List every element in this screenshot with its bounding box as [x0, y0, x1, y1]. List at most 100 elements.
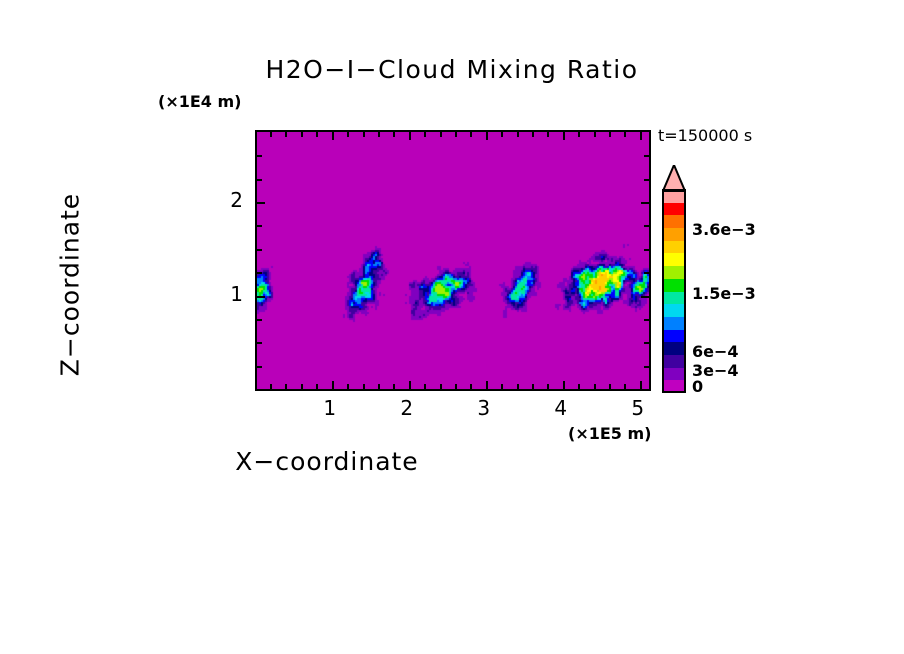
x-axis-minor-tick — [439, 132, 442, 137]
x-axis-tick — [562, 132, 565, 140]
x-axis-tick — [562, 381, 565, 389]
x-axis-minor-tick — [285, 132, 288, 137]
colorbar-tick-label: 0 — [692, 377, 704, 396]
x-axis-minor-tick — [316, 384, 319, 389]
x-axis-minor-tick — [377, 132, 380, 137]
colorbar-segment — [662, 341, 686, 355]
x-axis-minor-tick — [300, 384, 303, 389]
y-axis-tick — [257, 202, 265, 205]
y-axis-minor-tick — [257, 365, 262, 368]
x-axis-minor-tick — [362, 132, 365, 137]
y-axis-tick — [641, 295, 649, 298]
x-axis-minor-tick — [593, 384, 596, 389]
x-axis-minor-tick — [285, 384, 288, 389]
colorbar-segment — [662, 201, 686, 216]
colorbar — [662, 189, 686, 393]
x-axis-tick — [408, 132, 411, 140]
x-axis-tick — [331, 132, 334, 140]
y-axis-title: Z−coordinate — [55, 192, 85, 377]
x-axis-minor-tick — [501, 384, 504, 389]
y-axis-minor-tick — [644, 272, 649, 275]
y-axis-minor-tick — [257, 155, 262, 158]
colorbar-tick-label: 3.6e−3 — [692, 220, 756, 240]
x-axis-minor-tick — [347, 384, 350, 389]
y-axis-tick — [641, 202, 649, 205]
y-axis-minor-tick — [644, 318, 649, 321]
y-axis-minor-tick — [257, 178, 262, 181]
heatmap-canvas — [257, 132, 649, 389]
x-axis-minor-tick — [454, 384, 457, 389]
x-axis-minor-tick — [424, 384, 427, 389]
y-axis-minor-tick — [257, 272, 262, 275]
x-tick-label: 1 — [323, 396, 337, 420]
colorbar-arrow-top — [661, 162, 687, 192]
x-axis-minor-tick — [624, 132, 627, 137]
colorbar-segment — [662, 214, 686, 229]
x-tick-label: 4 — [554, 396, 568, 420]
x-axis-minor-tick — [454, 132, 457, 137]
x-axis-minor-tick — [377, 384, 380, 389]
y-axis-minor-tick — [257, 225, 262, 228]
x-axis-tick — [485, 132, 488, 140]
x-axis-tick — [639, 132, 642, 140]
x-axis-minor-tick — [501, 132, 504, 137]
y-axis-minor-tick — [644, 248, 649, 251]
colorbar-segment — [662, 277, 686, 292]
colorbar-tick-label: 6e−4 — [692, 341, 739, 361]
x-axis-minor-tick — [439, 384, 442, 389]
colorbar-segment — [662, 315, 686, 330]
x-units-label: (×1E5 m) — [568, 424, 652, 443]
x-axis-minor-tick — [624, 384, 627, 389]
x-axis-minor-tick — [608, 384, 611, 389]
y-axis-minor-tick — [257, 248, 262, 251]
y-axis-minor-tick — [644, 155, 649, 158]
x-tick-label: 5 — [631, 396, 645, 420]
y-axis-minor-tick — [257, 318, 262, 321]
colorbar-segment — [662, 290, 686, 305]
y-axis-minor-tick — [644, 365, 649, 368]
x-axis-minor-tick — [424, 132, 427, 137]
y-axis-minor-tick — [257, 342, 262, 345]
colorbar-segment — [662, 366, 686, 381]
x-axis-tick — [485, 381, 488, 389]
plot-area — [255, 130, 651, 391]
y-axis-minor-tick — [644, 225, 649, 228]
colorbar-tick-label: 3e−4 — [692, 360, 739, 380]
y-axis-minor-tick — [644, 178, 649, 181]
colorbar-segment — [662, 252, 686, 267]
x-axis-minor-tick — [547, 384, 550, 389]
x-tick-label: 2 — [400, 396, 414, 420]
x-axis-tick — [331, 381, 334, 389]
x-axis-title: X−coordinate — [235, 447, 419, 476]
x-axis-minor-tick — [470, 132, 473, 137]
y-axis-minor-tick — [644, 342, 649, 345]
x-axis-minor-tick — [516, 132, 519, 137]
colorbar-tick-label: 1.5e−3 — [692, 283, 756, 303]
colorbar-segment — [662, 189, 686, 203]
colorbar-segment — [662, 265, 686, 279]
x-tick-label: 3 — [477, 396, 491, 420]
x-axis-minor-tick — [362, 384, 365, 389]
x-axis-tick — [639, 381, 642, 389]
x-axis-minor-tick — [608, 132, 611, 137]
colorbar-segment — [662, 328, 686, 343]
x-axis-minor-tick — [393, 384, 396, 389]
x-axis-minor-tick — [531, 132, 534, 137]
colorbar-segment — [662, 353, 686, 368]
colorbar-segment — [662, 239, 686, 254]
colorbar-segment — [662, 303, 686, 317]
x-axis-minor-tick — [578, 132, 581, 137]
x-axis-minor-tick — [593, 132, 596, 137]
z-units-label: (×1E4 m) — [158, 92, 242, 111]
x-axis-minor-tick — [270, 132, 273, 137]
x-axis-minor-tick — [347, 132, 350, 137]
x-axis-minor-tick — [470, 384, 473, 389]
x-axis-minor-tick — [531, 384, 534, 389]
page-title: H2O−I−Cloud Mixing Ratio — [265, 55, 639, 84]
x-axis-minor-tick — [547, 132, 550, 137]
y-tick-label: 2 — [230, 188, 243, 213]
x-axis-minor-tick — [393, 132, 396, 137]
colorbar-segment — [662, 227, 686, 241]
x-axis-minor-tick — [578, 384, 581, 389]
x-axis-minor-tick — [300, 132, 303, 137]
